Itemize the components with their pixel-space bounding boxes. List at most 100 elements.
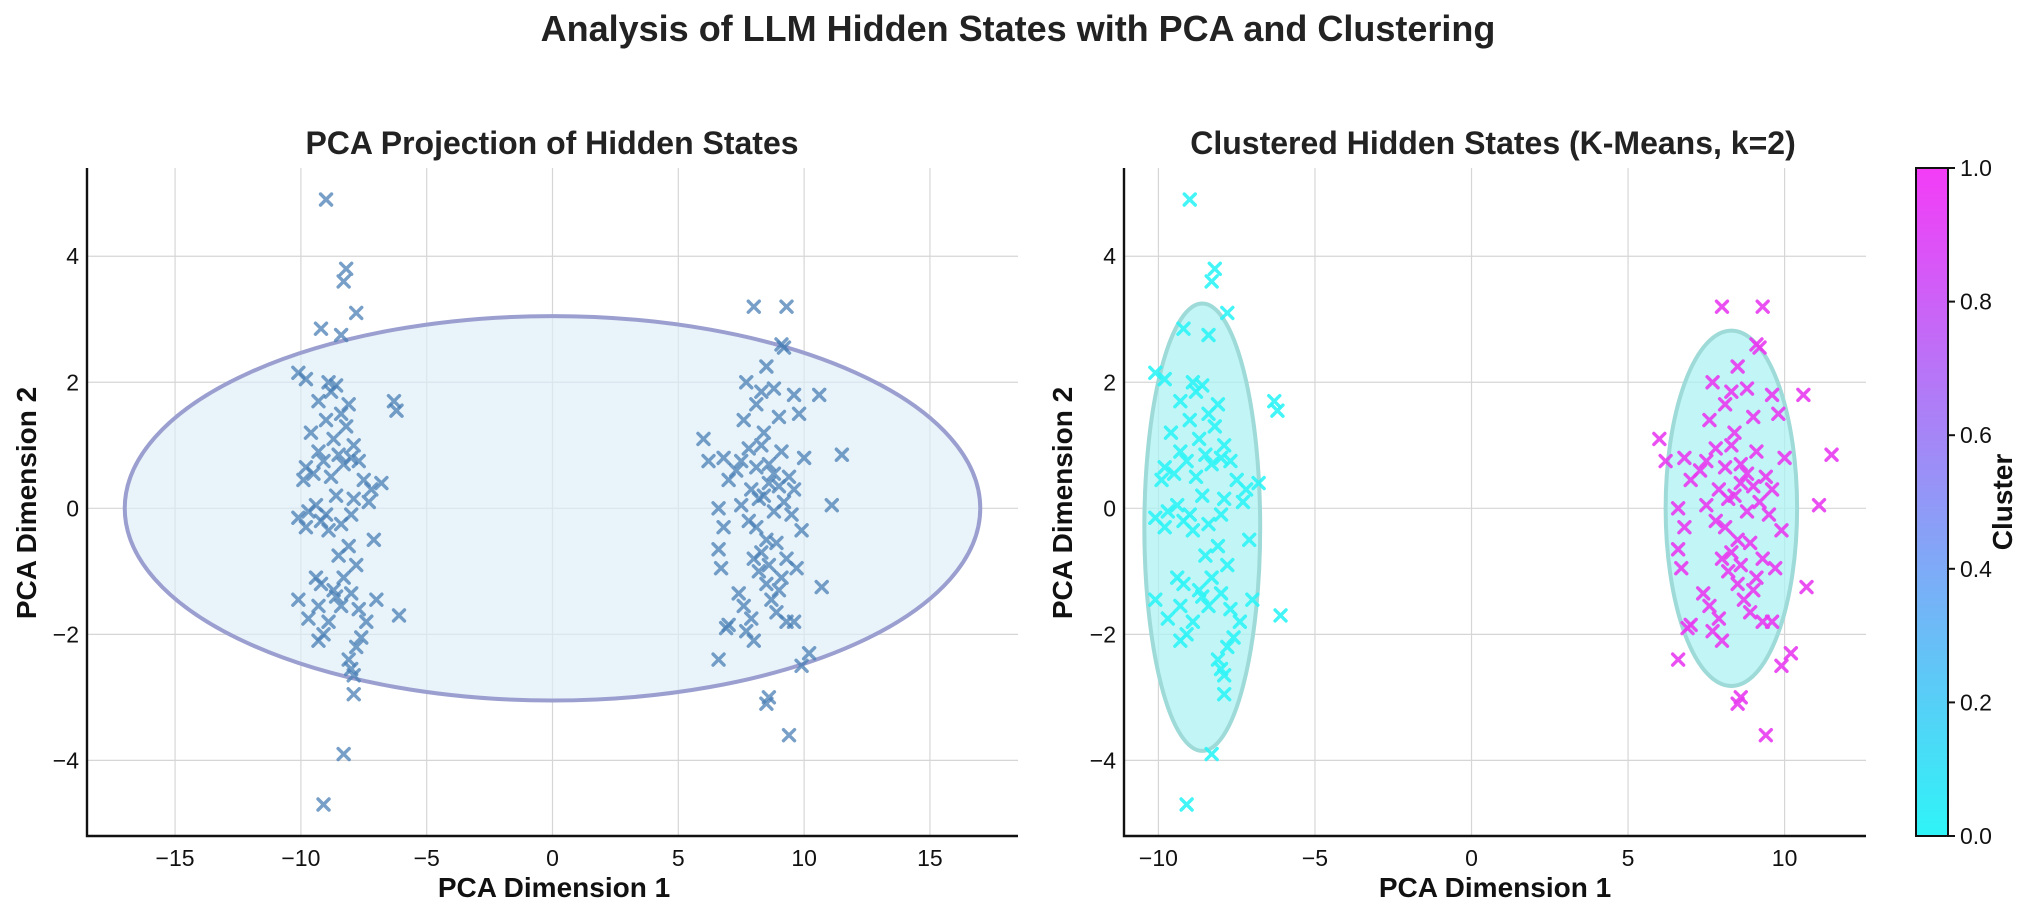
scatter-point [1702, 412, 1717, 428]
scatter-point [346, 668, 361, 683]
scatter-point [771, 479, 787, 494]
scatter-point [346, 438, 361, 453]
scatter-point [1201, 327, 1216, 343]
scatter-point [1758, 469, 1774, 484]
scatter-point [1220, 639, 1235, 655]
scatter-point [1774, 658, 1789, 674]
scatter-point [736, 412, 751, 428]
scatter-point [1216, 668, 1232, 683]
scatter-point [1245, 592, 1260, 607]
scatter-point [1749, 570, 1764, 585]
scatter-point [1213, 507, 1229, 522]
scatter-point [1736, 592, 1752, 607]
scatter-point [331, 447, 346, 462]
scatter-point [1674, 560, 1689, 576]
scatter-point [1160, 504, 1176, 519]
scatter-point [1185, 614, 1201, 629]
x-tick-label: −15 [156, 845, 195, 871]
scatter-point [744, 611, 759, 626]
right-scatter-points [1148, 192, 1839, 812]
scatter-point [1176, 576, 1191, 592]
scatter-point [1238, 482, 1254, 497]
scatter-point [1824, 447, 1839, 462]
x-tick-label: −5 [414, 845, 440, 871]
scatter-point [301, 504, 316, 519]
scatter-point [1188, 469, 1204, 484]
scatter-point [751, 564, 767, 579]
scatter-point [364, 482, 379, 497]
scatter-point [718, 620, 734, 636]
scatter-point [1188, 384, 1204, 399]
scatter-point [1166, 466, 1182, 481]
scatter-point [734, 453, 749, 469]
scatter-point [1201, 516, 1216, 532]
colorbar-tick-label: 0.0 [1960, 823, 1992, 849]
scatter-point [351, 453, 366, 469]
left-scatter-points [291, 192, 850, 812]
scatter-point [1721, 564, 1736, 579]
scatter-point [814, 579, 829, 595]
colorbar-gradient [1915, 167, 1949, 837]
scatter-point [369, 592, 384, 607]
scatter-point [771, 409, 787, 425]
scatter-point [1783, 646, 1799, 661]
left-y-tick-labels: −4 −2 0 2 4 [53, 243, 79, 773]
scatter-point [1730, 532, 1745, 548]
scatter-point [361, 494, 377, 510]
colorbar-tick-label: 0.2 [1960, 689, 1992, 715]
scatter-point [1777, 450, 1792, 466]
scatter-point [1670, 542, 1686, 557]
scatter-point [1730, 359, 1745, 374]
scatter-point [1724, 438, 1739, 453]
right-x-axis-label: PCA Dimension 1 [1379, 872, 1611, 903]
scatter-point [759, 696, 774, 711]
scatter-point [1154, 472, 1169, 488]
scatter-point [1201, 406, 1216, 421]
scatter-point [349, 557, 364, 573]
scatter-point [1213, 586, 1229, 601]
scatter-point [721, 472, 736, 488]
scatter-point [1764, 614, 1780, 629]
y-tick-label: 4 [66, 243, 79, 269]
scatter-point [1746, 409, 1761, 425]
scatter-point [336, 746, 351, 762]
scatter-point [1182, 412, 1197, 428]
scatter-point [1739, 381, 1755, 396]
scatter-point [1223, 601, 1238, 617]
scatter-point [366, 532, 382, 548]
scatter-point [1733, 557, 1748, 573]
scatter-point [1708, 513, 1723, 529]
scatter-point [374, 475, 389, 491]
scatter-point [1182, 192, 1197, 207]
scatter-point [1270, 403, 1285, 418]
scatter-point [1752, 340, 1767, 355]
left-y-axis-label: PCA Dimension 2 [11, 387, 42, 619]
scatter-point [716, 520, 731, 535]
scatter-point [1216, 438, 1232, 453]
scatter-point [1226, 630, 1241, 645]
scatter-point [1216, 687, 1232, 702]
scatter-point [391, 608, 407, 623]
scatter-point [1251, 475, 1266, 491]
y-tick-label: −4 [1090, 747, 1116, 773]
scatter-point [701, 453, 716, 469]
scatter-point [734, 497, 749, 513]
scatter-point [761, 456, 777, 472]
scatter-point [1163, 425, 1179, 440]
left-x-axis-label: PCA Dimension 1 [438, 872, 670, 903]
scatter-point [784, 507, 799, 522]
scatter-point [824, 497, 839, 513]
scatter-point [774, 444, 789, 459]
scatter-point [1727, 425, 1742, 440]
scatter-point [1677, 450, 1692, 466]
scatter-point [1204, 570, 1219, 585]
scatter-point [1739, 466, 1755, 481]
scatter-point [1198, 548, 1213, 563]
scatter-point [1764, 482, 1780, 497]
scatter-point [1739, 504, 1755, 519]
scatter-point [1774, 523, 1789, 538]
colorbar-tick-label: 0.4 [1960, 556, 1992, 582]
left-axes-spine [85, 168, 1018, 838]
scatter-point [1677, 520, 1692, 535]
scatter-point [333, 327, 349, 343]
